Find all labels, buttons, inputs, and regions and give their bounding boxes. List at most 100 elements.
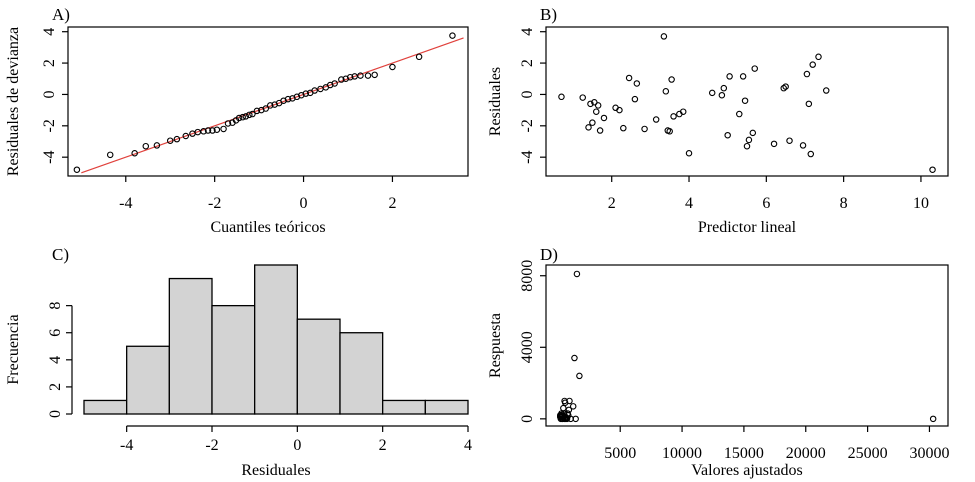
plot-box (67, 26, 469, 177)
data-point (415, 53, 423, 61)
histogram-bar (382, 399, 426, 415)
data-point (708, 89, 716, 97)
data-point (726, 73, 733, 80)
histogram-bar (339, 332, 384, 415)
y-tick-label: -2 (41, 119, 58, 132)
x-tick-label: 5000 (604, 445, 636, 462)
data-point (449, 32, 456, 39)
x-tick-label: -4 (119, 195, 132, 212)
panel-a: A) -4 -2 0 2 -4 -2 0 2 4 Cuantiles teóricos Residua… (5, 5, 469, 236)
y-tick-label: 0 (41, 90, 58, 98)
data-point (284, 95, 292, 103)
y-tick-label: 6 (47, 329, 64, 337)
x-tick-label: 20000 (786, 445, 826, 462)
x-tick-label: 6 (762, 195, 770, 212)
data-point (389, 63, 396, 71)
x-tick-label: 2 (608, 195, 616, 212)
histogram-bar (254, 264, 298, 415)
x-tick-label: 2 (379, 437, 387, 454)
data-point (302, 90, 310, 97)
data-point (142, 142, 150, 150)
data-point (242, 113, 250, 120)
data-point (262, 105, 270, 112)
data-point (770, 140, 778, 148)
y-tick-label: 0 (519, 415, 536, 423)
data-point (153, 142, 161, 149)
panel-b: B) 2 4 6 8 10 -4 -2 0 2 4 Predictor lineal Residuale… (487, 5, 949, 236)
x-axis-title: Residuales (241, 462, 310, 479)
data-point (106, 151, 114, 159)
data-point (786, 137, 793, 144)
data-point (666, 128, 673, 135)
y-tick-label: 2 (41, 59, 58, 67)
data-point (249, 110, 256, 118)
x-tick-label: 10 (913, 195, 929, 212)
y-tick-label: 0 (47, 410, 64, 418)
panel-d: D) 5000 10000 15000 20000 25000 30000 0 4000 8000… (487, 245, 949, 479)
data-point (253, 107, 261, 115)
x-axis-title: Predictor lineal (698, 219, 797, 236)
data-point (246, 111, 253, 119)
y-tick-label: 2 (519, 59, 536, 67)
data-point (745, 136, 753, 144)
data-point (131, 150, 138, 157)
x-axis-title: Cuantiles teóricos (210, 219, 325, 236)
data-point (724, 131, 731, 139)
data-point (743, 142, 751, 150)
data-point (371, 71, 378, 79)
x-tick-label: 0 (293, 437, 301, 454)
data-point (569, 403, 577, 410)
y-tick-label: 4 (41, 28, 58, 36)
y-axis-title: Residuales de devianza (5, 27, 22, 176)
y-tick-label: 8000 (519, 260, 536, 292)
data-point (235, 114, 243, 122)
data-point (799, 142, 807, 149)
y-tick-label: 0 (519, 90, 536, 98)
y-axis-title: Frecuencia (5, 314, 22, 384)
data-point (558, 93, 565, 101)
x-tick-label: -4 (120, 437, 133, 454)
data-point (213, 126, 221, 133)
data-point (338, 76, 345, 83)
plot-box (545, 26, 949, 177)
data-point (220, 125, 227, 133)
data-point (73, 166, 81, 173)
data-point (166, 137, 174, 144)
x-tick-label: 0 (300, 195, 308, 212)
y-tick-label: -4 (519, 151, 536, 164)
data-point (929, 166, 936, 173)
data-point (200, 128, 207, 135)
x-tick-label: 2 (388, 195, 396, 212)
data-point (929, 415, 937, 423)
panel-label: D) (540, 245, 558, 264)
panel-label: B) (540, 5, 557, 24)
data-point (592, 108, 600, 115)
data-point (633, 80, 641, 87)
data-point (565, 406, 573, 414)
data-point (311, 87, 318, 94)
data-point (173, 135, 181, 143)
plot-box (545, 264, 949, 427)
x-tick-label: 4 (685, 195, 693, 212)
data-point (780, 84, 787, 92)
data-point (364, 72, 372, 79)
data-point (600, 114, 608, 122)
data-point (204, 127, 212, 134)
data-point (587, 100, 594, 108)
data-point (679, 108, 687, 115)
data-point (596, 127, 604, 134)
data-point (576, 372, 583, 380)
y-tick-label: 2 (47, 383, 64, 391)
y-axis-title: Respuesta (487, 313, 504, 378)
panel-label: A) (52, 5, 70, 24)
histogram-bar (83, 399, 128, 415)
panel-label: C) (52, 245, 69, 264)
data-point (209, 127, 216, 134)
x-tick-label: 10000 (662, 445, 702, 462)
y-tick-label: 4 (47, 356, 64, 364)
y-axis-title: Residuales (487, 67, 504, 136)
histogram-bar (296, 318, 341, 415)
data-point (807, 150, 815, 158)
x-tick-label: -2 (205, 437, 218, 454)
data-point (616, 106, 623, 114)
